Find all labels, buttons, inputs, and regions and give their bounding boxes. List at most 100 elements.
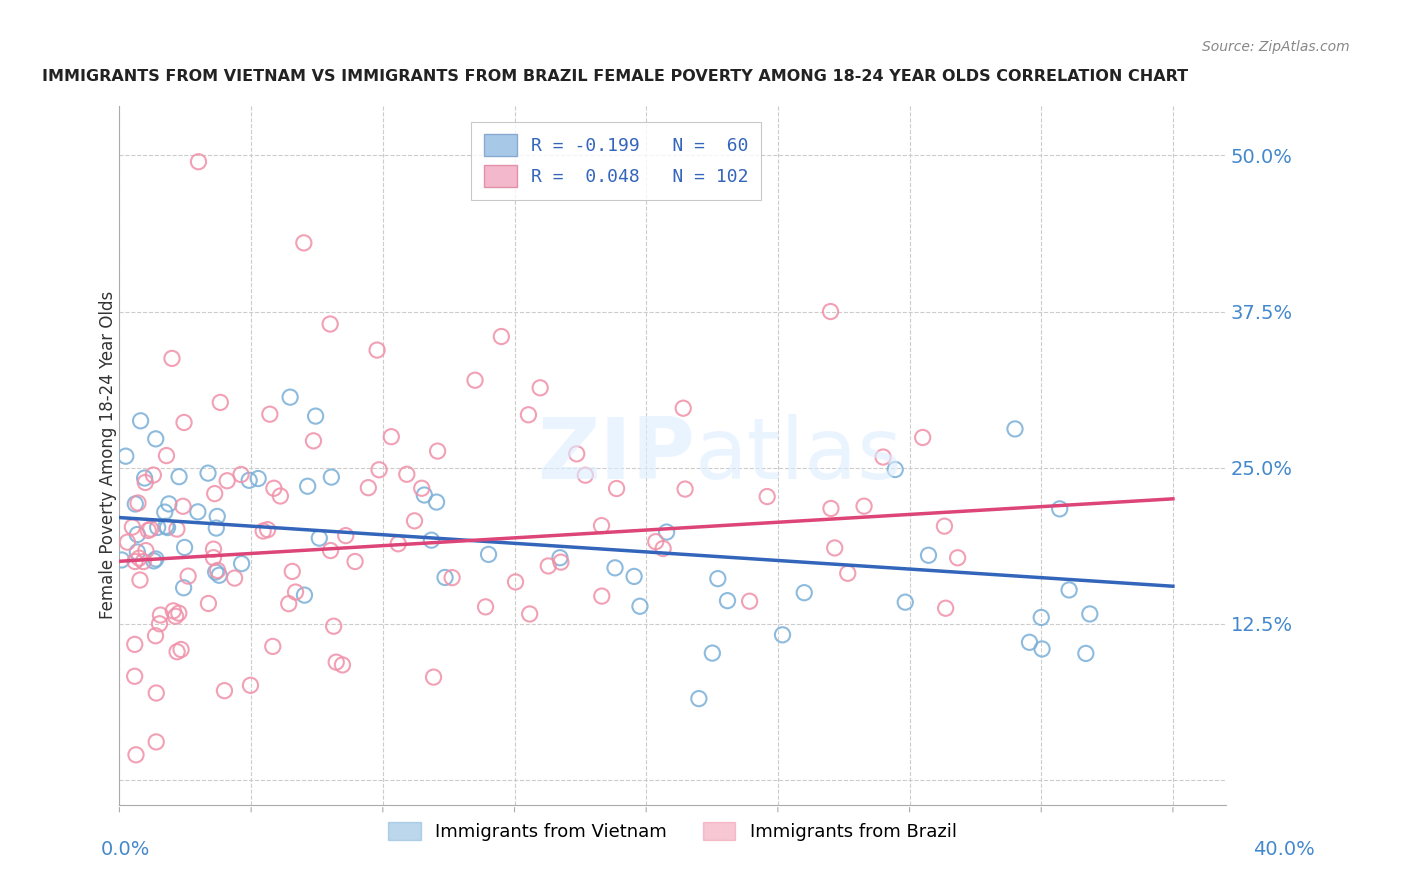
Text: 40.0%: 40.0% (1253, 839, 1315, 859)
Point (738, 594, 761, 608)
Point (124, 669, 146, 683)
Point (420, 533, 443, 548)
Point (155, 449, 177, 463)
Point (277, 597, 299, 611)
Point (628, 599, 651, 614)
Point (332, 657, 354, 672)
Point (935, 601, 957, 615)
Point (673, 482, 696, 496)
Point (505, 574, 527, 589)
Point (142, 554, 165, 568)
Point (148, 616, 170, 631)
Point (368, 463, 391, 477)
Point (229, 467, 252, 482)
Point (124, 497, 146, 511)
Point (413, 488, 436, 502)
Point (655, 524, 678, 539)
Point (224, 571, 246, 585)
Point (217, 474, 239, 488)
Point (247, 471, 270, 485)
Point (548, 550, 571, 565)
Point (166, 522, 188, 536)
Point (231, 557, 253, 571)
Point (204, 486, 226, 500)
Point (872, 450, 894, 464)
Point (139, 522, 162, 536)
Point (238, 473, 260, 487)
Point (292, 235, 315, 250)
Point (281, 565, 304, 579)
Point (302, 434, 325, 448)
Point (134, 471, 156, 485)
Point (820, 304, 842, 318)
Point (197, 597, 219, 611)
Point (153, 505, 176, 519)
Text: ZIP: ZIP (537, 414, 695, 497)
Point (284, 585, 307, 599)
Point (187, 505, 209, 519)
Point (202, 550, 225, 565)
Point (156, 520, 179, 534)
Point (603, 561, 626, 575)
Point (591, 589, 613, 603)
Point (202, 542, 225, 557)
Point (404, 514, 426, 528)
Point (426, 444, 449, 458)
Point (114, 449, 136, 463)
Point (269, 489, 291, 503)
Point (1018, 635, 1040, 649)
Point (259, 407, 281, 421)
Text: 0.0%: 0.0% (101, 839, 150, 859)
Point (772, 628, 794, 642)
Point (208, 568, 231, 582)
Point (172, 500, 194, 514)
Point (319, 543, 342, 558)
Point (319, 317, 342, 331)
Text: atlas: atlas (695, 414, 903, 497)
Point (111, 553, 134, 567)
Point (911, 430, 934, 444)
Point (262, 640, 284, 654)
Point (136, 524, 159, 538)
Point (132, 555, 155, 569)
Point (550, 555, 572, 569)
Point (155, 519, 177, 533)
Point (256, 523, 278, 537)
Point (1049, 501, 1071, 516)
Point (464, 373, 486, 387)
Point (128, 551, 150, 566)
Point (411, 481, 433, 495)
Point (125, 747, 148, 762)
Point (204, 565, 226, 579)
Y-axis label: Female Poverty Among 18-24 Year Olds: Female Poverty Among 18-24 Year Olds (100, 291, 117, 619)
Point (1057, 582, 1080, 597)
Point (205, 509, 228, 524)
Point (252, 524, 274, 538)
Point (422, 670, 444, 684)
Point (145, 629, 167, 643)
Point (308, 531, 330, 545)
Point (173, 541, 195, 555)
Point (1031, 610, 1053, 624)
Point (325, 655, 347, 669)
Point (146, 520, 169, 534)
Point (134, 475, 156, 490)
Point (145, 432, 167, 446)
Point (127, 545, 149, 559)
Point (1078, 607, 1101, 621)
Point (117, 535, 139, 549)
Point (426, 495, 449, 509)
Point (672, 401, 695, 416)
Point (395, 467, 418, 482)
Point (793, 585, 815, 599)
Point (322, 619, 344, 633)
Point (177, 569, 200, 583)
Point (519, 607, 541, 621)
Point (623, 569, 645, 583)
Point (127, 496, 149, 510)
Point (591, 518, 613, 533)
Point (756, 490, 779, 504)
Point (707, 572, 730, 586)
Point (297, 479, 319, 493)
Point (917, 548, 939, 562)
